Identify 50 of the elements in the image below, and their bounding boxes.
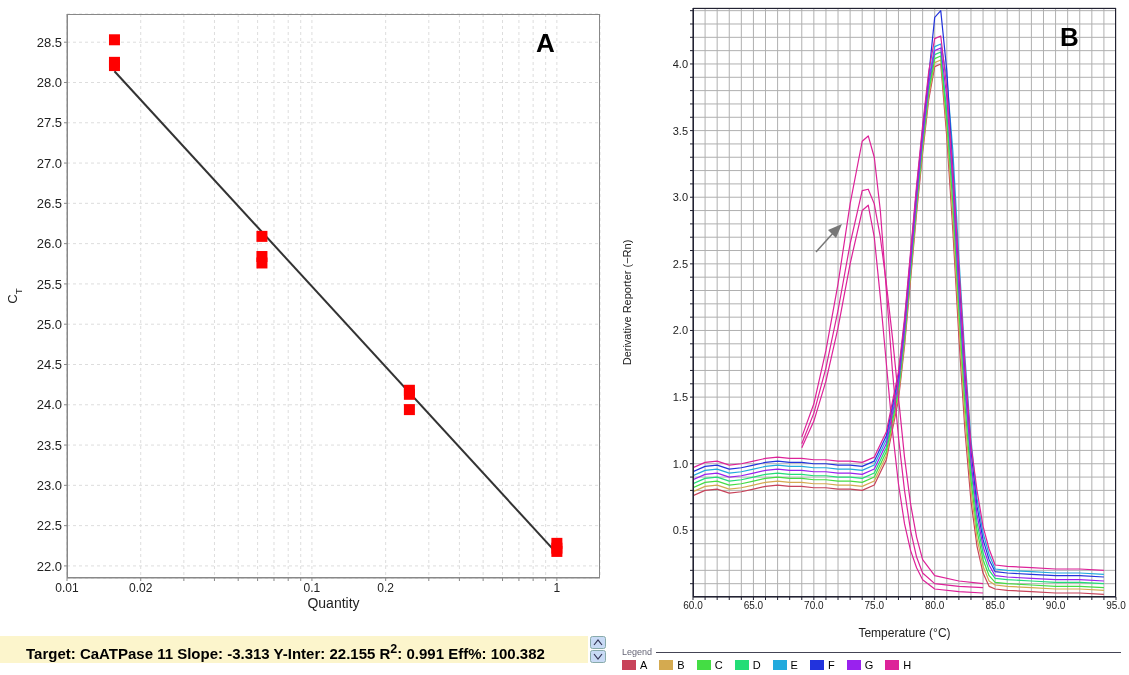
y-axis-title: Derivative Reporter (−Rn) — [620, 239, 633, 366]
y-tick-label: 24.0 — [36, 397, 62, 413]
y-tick-label: 25.0 — [36, 316, 62, 332]
y-tick-label: 4.0 — [672, 57, 688, 70]
y-tick-label: 3.5 — [672, 124, 688, 137]
y-tick-label: 23.5 — [36, 437, 62, 453]
x-tick-label: 70.0 — [804, 600, 825, 612]
legend-label: D — [751, 659, 761, 671]
x-tick-label: 0.2 — [377, 580, 395, 595]
x-axis-title: Quantity — [307, 595, 360, 611]
y-tick-label: 28.5 — [36, 34, 62, 50]
x-tick-label: 1 — [553, 580, 561, 595]
legend-title: Legend — [622, 647, 653, 657]
annotation: B — [1060, 22, 1079, 53]
legend-label: A — [639, 659, 648, 671]
legend-label: B — [676, 659, 685, 671]
y-tick-label: 1.0 — [672, 457, 688, 470]
y-tick-label: 27.0 — [36, 155, 62, 171]
y-tick-label: 22.5 — [36, 518, 62, 534]
x-tick-label: 85.0 — [985, 600, 1006, 612]
y-tick-label: 23.0 — [36, 477, 62, 493]
y-tick-label: 0.5 — [672, 524, 688, 537]
x-tick-label: 0.1 — [303, 580, 321, 595]
y-tick-label: 24.5 — [36, 357, 62, 373]
x-tick-label: 0.01 — [55, 580, 79, 595]
y-tick-label: 3.0 — [672, 191, 688, 204]
x-tick-label: 75.0 — [864, 600, 885, 612]
legend-label: E — [789, 659, 798, 671]
x-tick-label: 60.0 — [683, 600, 704, 612]
y-tick-label: 1.5 — [672, 391, 688, 404]
y-tick-label: 2.0 — [672, 324, 688, 337]
legend-label: G — [863, 659, 874, 671]
x-tick-label: 65.0 — [743, 600, 764, 612]
x-tick-label: 95.0 — [1106, 600, 1127, 612]
legend-label: F — [826, 659, 835, 671]
x-tick-label: 0.02 — [129, 580, 153, 595]
y-tick-label: 25.5 — [36, 276, 62, 292]
text: Target: CaATPase 11 Slope: -3.313 Y-Inter: 22.155 R$^{2}$: 0.991 Eff%: 100.382 — [0, 636, 588, 663]
y-tick-label: 22.0 — [36, 558, 62, 574]
y-tick-label: 26.0 — [36, 236, 62, 252]
annotation: A — [536, 28, 555, 59]
y-tick-label: 27.5 — [36, 115, 62, 131]
legend-label: C — [713, 659, 723, 671]
legend-label: H — [902, 659, 912, 671]
x-axis-title: Temperature (°C) — [858, 626, 951, 640]
x-tick-label: 80.0 — [924, 600, 945, 612]
y-tick-label: 26.5 — [36, 195, 62, 211]
x-tick-label: 90.0 — [1045, 600, 1066, 612]
y-tick-label: 2.5 — [672, 257, 688, 270]
y-tick-label: 28.0 — [36, 75, 62, 91]
